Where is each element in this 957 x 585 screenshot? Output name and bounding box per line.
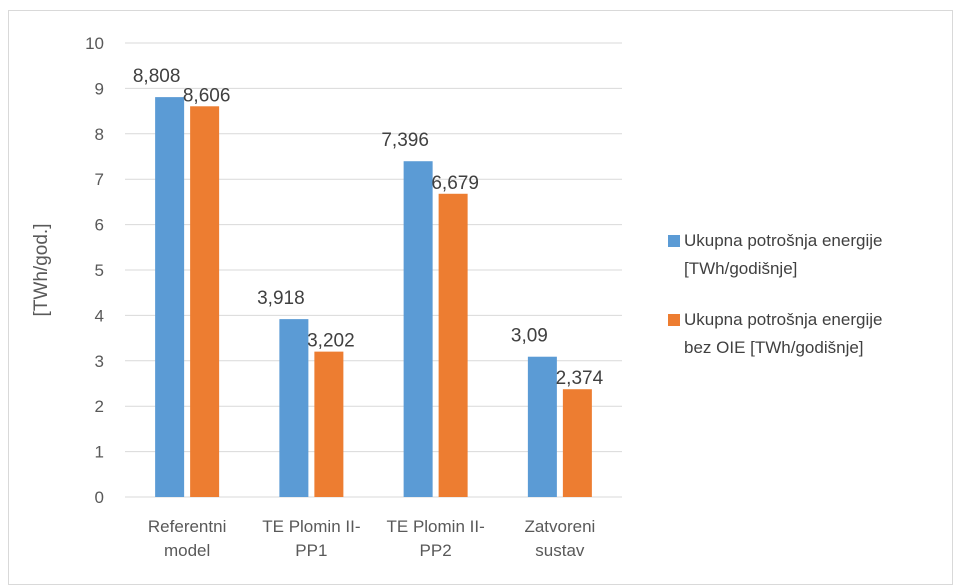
bar-without-oie [438, 193, 468, 497]
data-label: 7,396 [381, 130, 429, 151]
x-tick-label: PP2 [420, 541, 452, 560]
y-tick-label: 7 [95, 170, 104, 189]
data-label: 6,679 [431, 173, 479, 194]
data-label: 3,918 [257, 288, 305, 309]
x-tick-label: TE Plomin II- [387, 517, 485, 536]
legend-label: bez OIE [TWh/godišnje] [684, 338, 864, 357]
x-axis-tick-labels: Referentni model TE Plomin II- PP1 TE Plomin… [148, 517, 595, 560]
bar-without-oie [314, 351, 344, 497]
x-tick-label: PP1 [295, 541, 327, 560]
y-tick-label: 3 [95, 352, 104, 371]
data-label: 2,374 [556, 368, 604, 389]
y-axis-title: [TWh/god.] [31, 224, 52, 317]
bars [155, 97, 592, 498]
bar-total [403, 161, 433, 497]
y-tick-label: 2 [95, 397, 104, 416]
bar-without-oie [562, 389, 592, 497]
bar-total [279, 319, 309, 497]
y-tick-label: 0 [95, 488, 104, 507]
y-tick-label: 10 [85, 34, 104, 53]
x-tick-label: Zatvoreni [524, 517, 595, 536]
data-label: 8,606 [183, 85, 231, 106]
data-label: 3,09 [511, 326, 548, 347]
data-label: 3,202 [307, 331, 355, 352]
x-tick-label: Referentni [148, 517, 226, 536]
y-tick-label: 9 [95, 79, 104, 98]
x-tick-label: model [164, 541, 210, 560]
y-tick-label: 6 [95, 216, 104, 235]
y-tick-label: 5 [95, 261, 104, 280]
legend: Ukupna potrošnja energije [TWh/godišnje] U… [668, 231, 882, 357]
legend-label: Ukupna potrošnja energije [684, 310, 882, 329]
legend-swatch [668, 235, 680, 247]
y-axis-tick-labels: 0 1 2 3 4 5 6 7 8 9 10 [85, 34, 104, 507]
x-tick-label: TE Plomin II- [262, 517, 360, 536]
y-tick-label: 1 [95, 443, 104, 462]
bar-total [155, 97, 185, 498]
data-label: 8,808 [133, 66, 181, 87]
legend-label: Ukupna potrošnja energije [684, 231, 882, 250]
bar-without-oie [190, 106, 220, 497]
x-tick-label: sustav [535, 541, 585, 560]
bar-total [527, 356, 557, 497]
legend-label: [TWh/godišnje] [684, 259, 797, 278]
y-tick-label: 8 [95, 125, 104, 144]
legend-swatch [668, 314, 680, 326]
y-tick-label: 4 [95, 306, 104, 325]
